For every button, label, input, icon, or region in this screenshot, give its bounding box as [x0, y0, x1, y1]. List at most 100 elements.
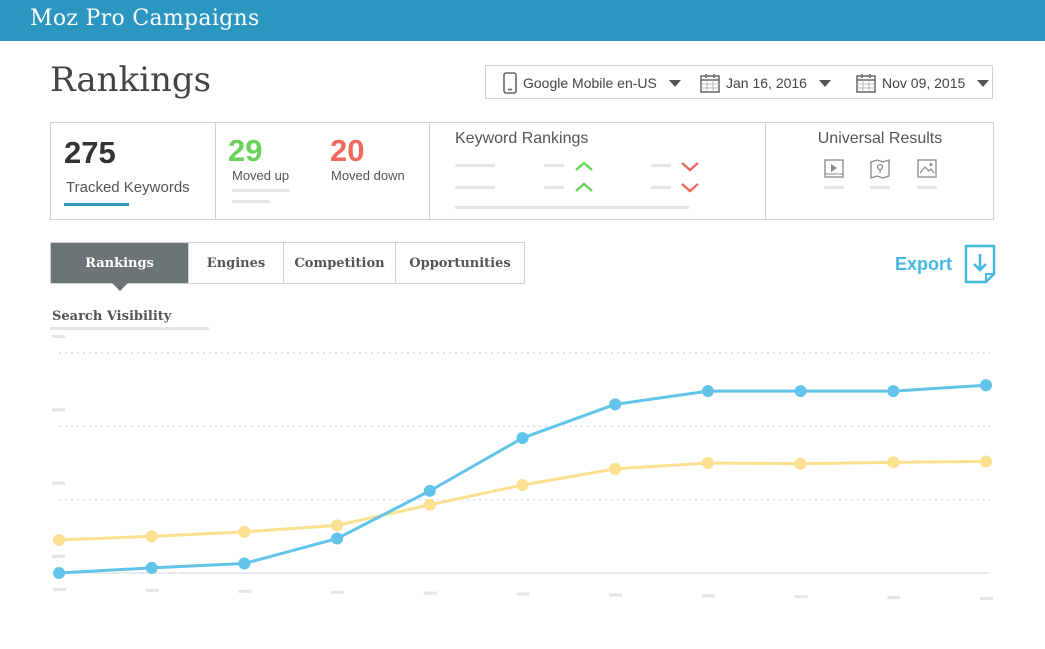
placeholder-line [455, 164, 495, 167]
image-icon [917, 159, 937, 178]
data-point [516, 432, 529, 445]
date-select-compare[interactable]: Nov 09, 2015 [856, 66, 990, 100]
x-tick-placeholder [53, 588, 66, 591]
placeholder-line [870, 186, 890, 189]
x-tick-placeholder [423, 591, 437, 595]
tab-rankings[interactable]: Rankings [51, 243, 189, 291]
series-line [58, 460, 987, 542]
data-point [609, 398, 622, 411]
placeholder-line [544, 186, 564, 189]
universal-results-title: Universal Results [817, 130, 943, 147]
placeholder-line [232, 200, 270, 203]
calendar-icon [700, 74, 720, 93]
moved-up-label: Moved up [232, 168, 290, 183]
tab-label: Opportunities [409, 255, 511, 271]
tracked-keywords-count: 275 [64, 135, 116, 170]
video-icon [824, 159, 844, 178]
search-visibility-chart [52, 335, 993, 600]
data-point [145, 561, 158, 574]
search-visibility-underline [50, 327, 209, 330]
placeholder-line [232, 189, 290, 192]
y-tick-placeholder [52, 554, 65, 558]
tab-label: Rankings [85, 255, 154, 271]
tab-label: Engines [206, 255, 266, 271]
data-point [980, 379, 992, 392]
tracked-keywords-card[interactable]: 275 Tracked Keywords [51, 123, 216, 219]
tab-engines[interactable]: Engines [189, 243, 284, 283]
x-tick-placeholder [701, 594, 715, 598]
download-document-icon [964, 244, 996, 284]
placeholder-line [544, 164, 564, 167]
universal-results-card[interactable]: Universal Results [766, 123, 994, 219]
date-primary-label: Jan 16, 2016 [726, 75, 807, 91]
data-point [53, 534, 65, 546]
tab-opportunities[interactable]: Opportunities [396, 243, 524, 283]
tab-bar: Rankings Engines Competition Opportuniti… [50, 242, 525, 291]
x-tick-placeholder [238, 589, 252, 593]
moved-down-count: 20 [330, 133, 365, 168]
filter-bar: Google Mobile en-US Jan 16, 2016 Nov 09,… [485, 65, 993, 99]
placeholder-line [651, 164, 671, 167]
rank-up-icon [575, 161, 593, 192]
data-point [794, 457, 807, 470]
tracked-keywords-label: Tracked Keywords [66, 179, 190, 196]
engine-select-label: Google Mobile en-US [523, 75, 657, 91]
data-point [980, 455, 992, 468]
mobile-phone-icon [503, 72, 517, 94]
data-point [609, 462, 622, 475]
chevron-down-icon [668, 79, 681, 87]
data-point [423, 498, 436, 511]
data-point [516, 479, 529, 491]
engine-select[interactable]: Google Mobile en-US [503, 66, 681, 100]
data-point [53, 567, 65, 579]
data-point [331, 532, 344, 545]
placeholder-line [824, 186, 844, 189]
date-compare-label: Nov 09, 2015 [882, 75, 966, 91]
app-header: Moz Pro Campaigns [0, 0, 1045, 41]
x-tick-placeholder [609, 593, 623, 597]
stats-panel: 275 Tracked Keywords 29 Moved up 20 Move… [50, 122, 994, 220]
data-point [794, 385, 807, 398]
data-point [331, 519, 344, 532]
export-label: Export [895, 253, 953, 274]
data-point [238, 557, 251, 570]
tab-label: Competition [294, 255, 385, 271]
data-point [887, 385, 900, 398]
placeholder-line [917, 186, 937, 189]
calendar-icon [856, 74, 876, 93]
app-title: Moz Pro Campaigns [30, 6, 260, 31]
data-point [423, 484, 436, 497]
x-tick-placeholder [145, 588, 159, 592]
keyword-rankings-title: Keyword Rankings [455, 130, 589, 147]
data-point [238, 525, 251, 538]
data-point [701, 457, 714, 469]
moved-down-label: Moved down [331, 168, 405, 183]
movement-card[interactable]: 29 Moved up 20 Moved down [216, 123, 430, 219]
chevron-down-icon [818, 79, 831, 87]
search-visibility-label: Search Visibility [52, 309, 172, 324]
placeholder-line [651, 186, 671, 189]
x-tick-placeholder [516, 592, 530, 596]
x-tick-placeholder [980, 597, 993, 600]
rank-down-icon [681, 162, 699, 193]
page-title: Rankings [50, 60, 212, 100]
data-point [145, 530, 158, 543]
y-tick-placeholder [52, 408, 65, 412]
keyword-rankings-card[interactable]: Keyword Rankings [430, 123, 766, 219]
export-button[interactable]: Export [895, 244, 996, 284]
placeholder-line [455, 186, 495, 189]
date-select-primary[interactable]: Jan 16, 2016 [700, 66, 831, 100]
map-icon [870, 159, 890, 179]
y-tick-placeholder [52, 481, 65, 485]
tracked-keywords-underline [64, 203, 129, 206]
x-tick-placeholder [887, 596, 901, 600]
data-point [701, 385, 714, 398]
tab-competition[interactable]: Competition [284, 243, 396, 283]
y-tick-placeholder [52, 335, 65, 338]
data-point [887, 456, 900, 469]
chevron-down-icon [977, 79, 990, 87]
placeholder-line [455, 206, 689, 209]
x-tick-placeholder [331, 590, 345, 594]
moved-up-count: 29 [228, 133, 263, 168]
x-tick-placeholder [794, 595, 808, 599]
